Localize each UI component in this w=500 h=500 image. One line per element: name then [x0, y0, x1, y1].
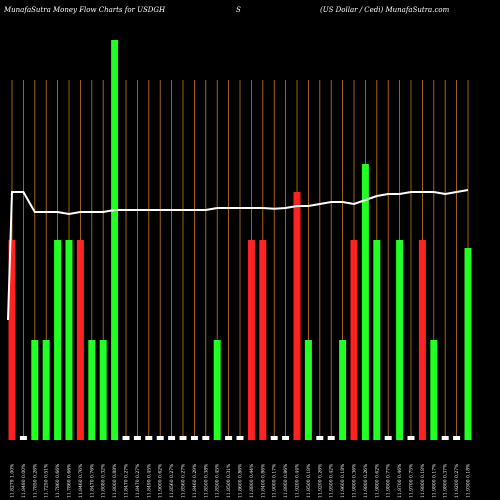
- bar: [19, 436, 27, 440]
- chart-title: MunafaSutra Money Flow Charts for USDGH: [3, 6, 166, 14]
- price-line: [7, 189, 469, 321]
- x-tick-label: 11.9800 0.62%: [374, 463, 380, 498]
- chart-subtitle: (US Dollar / Cedi) MunafaSutra.com: [320, 6, 450, 14]
- bar: [407, 436, 415, 440]
- x-tick-label: 11.7850 0.26%: [32, 463, 38, 498]
- bar: [418, 240, 426, 440]
- x-tick-label: 11.8470 0.76%: [89, 463, 95, 498]
- x-tick-label: 11.7860 0.66%: [55, 463, 61, 498]
- x-tick-label: 11.9000 0.17%: [272, 463, 278, 498]
- x-tick-label: 11.8490 0.45%: [146, 463, 152, 498]
- bar: [373, 240, 381, 440]
- bar: [339, 340, 347, 440]
- x-tick-label: 11.9800 0.37%: [443, 463, 449, 498]
- x-tick-label: 11.8400 0.86%: [260, 463, 266, 498]
- x-tick-label: 11.8470 0.27%: [124, 463, 130, 498]
- price-line-path: [7, 189, 469, 321]
- x-tick-label: 11.8700 0.46%: [397, 463, 403, 498]
- x-tick-label: 11.8460 0.76%: [78, 463, 84, 498]
- x-tick-label: 11.8560 0.27%: [169, 463, 175, 498]
- bar: [453, 436, 461, 440]
- bar: [42, 340, 50, 440]
- bar: [225, 436, 233, 440]
- x-tick-label: 11.7250 0.51%: [44, 463, 50, 498]
- bar: [316, 436, 324, 440]
- bar: [65, 240, 73, 440]
- bar: [293, 192, 301, 440]
- bar: [145, 436, 153, 440]
- bar: [213, 340, 221, 440]
- x-tick-label: 11.9800 0.26%: [363, 463, 369, 498]
- x-tick-label: 11.9700 0.75%: [409, 463, 415, 498]
- x-tick-label: 11.9300 0.18%: [466, 463, 472, 498]
- x-tick-label: 11.9800 0.18%: [420, 463, 426, 498]
- bar: [99, 340, 107, 440]
- x-tick-label: 11.8000 0.88%: [112, 463, 118, 498]
- bar: [156, 436, 164, 440]
- bar: [202, 436, 210, 440]
- x-tick-label: 11.8560 0.27%: [181, 463, 187, 498]
- bar: [259, 240, 267, 440]
- x-tick-label: 11.9800 0.77%: [386, 463, 392, 498]
- x-tick-label: 11.8500 0.38%: [203, 463, 209, 498]
- bar: [76, 240, 84, 440]
- bar: [31, 340, 39, 440]
- bars: [8, 40, 472, 440]
- bar: [282, 436, 290, 440]
- x-tick-label: 11.8500 0.31%: [226, 463, 232, 498]
- bar: [122, 436, 130, 440]
- x-tick-label: 11.7860 0.66%: [67, 463, 73, 498]
- bar: [236, 436, 244, 440]
- bar: [327, 436, 335, 440]
- bar: [88, 340, 96, 440]
- x-tick-label: 11.9200 0.27%: [454, 463, 460, 498]
- bar: [247, 240, 255, 440]
- x-tick-label: 11.9500 0.42%: [329, 463, 335, 498]
- x-tick-label: 11.8480 0.00%: [21, 463, 27, 498]
- bar: [168, 436, 176, 440]
- x-tick-label: 11.8080 0.32%: [101, 463, 107, 498]
- chart-symbol: S: [236, 6, 241, 14]
- bar: [361, 164, 369, 440]
- bar: [396, 240, 404, 440]
- x-tick-label: 11.9800 0.36%: [352, 463, 358, 498]
- bar: [430, 340, 438, 440]
- x-tick-label: 11.9500 0.18%: [306, 463, 312, 498]
- x-tick-label: 11.9200 0.26%: [317, 463, 323, 498]
- x-tick-label: 11.8279 1.00%: [10, 463, 16, 498]
- bar: [8, 240, 16, 440]
- bar: [384, 436, 392, 440]
- x-tick-label: 11.9000 0.62%: [158, 463, 164, 498]
- x-tick-label: 11.9600 0.18%: [340, 463, 346, 498]
- x-tick-label: 11.8500 0.45%: [215, 463, 221, 498]
- x-tick-label: 11.8600 0.86%: [238, 463, 244, 498]
- x-tick-label: 11.9200 0.44%: [295, 463, 301, 498]
- bar: [179, 436, 187, 440]
- bar: [350, 240, 358, 440]
- x-tick-label: 11.8800 0.44%: [249, 463, 255, 498]
- bar: [441, 436, 449, 440]
- x-tick-label: 11.9800 0.17%: [431, 463, 437, 498]
- bar: [464, 248, 472, 440]
- bar: [190, 436, 198, 440]
- bar: [133, 436, 141, 440]
- x-tick-label: 11.8900 0.86%: [283, 463, 289, 498]
- bar: [304, 340, 312, 440]
- x-tick-label: 11.8460 0.29%: [192, 463, 198, 498]
- bar: [54, 240, 62, 440]
- x-tick-label: 11.8470 0.27%: [135, 463, 141, 498]
- x-tick-labels: 11.8279 1.00% 11.8480 0.00% 11.7850 0.26% 1…: [10, 463, 472, 498]
- bar: [270, 436, 278, 440]
- bar: [111, 40, 119, 440]
